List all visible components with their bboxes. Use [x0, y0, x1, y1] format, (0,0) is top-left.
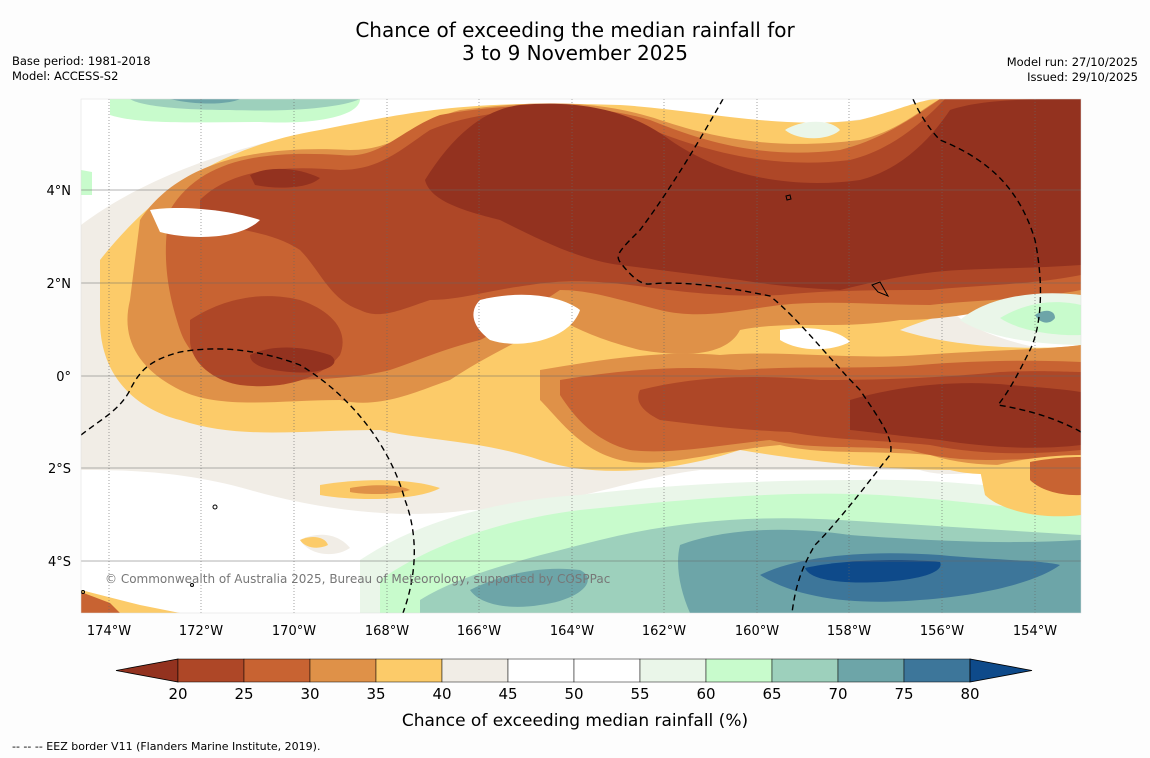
colorbar-label: Chance of exceeding median rainfall (%): [402, 711, 748, 731]
lon-label: 170°W: [272, 624, 316, 639]
colorbar-tick-label: 80: [960, 685, 979, 703]
islands: [81, 194, 890, 594]
contour-70-north: [170, 99, 240, 104]
colorbar-extend-low: [115, 658, 179, 683]
colorbar-swatch: [243, 658, 311, 683]
colorbar-swatch: [573, 658, 641, 683]
colorbar-tick-label: 60: [696, 685, 715, 703]
colorbar-tick-label: 45: [498, 685, 517, 703]
colorbar-tick-label: 55: [630, 685, 649, 703]
colorbar-swatch: [507, 658, 575, 683]
chart-title: Chance of exceeding the median rainfall …: [0, 19, 1150, 65]
lon-label: 166°W: [457, 624, 501, 639]
colorbar-extend-high: [969, 658, 1033, 683]
issued-date: Issued: 29/10/2025: [1027, 70, 1138, 84]
eez-footnote: -- -- -- EEZ border V11 (Flanders Marine…: [12, 740, 321, 753]
base-period: Base period: 1981-2018: [12, 54, 151, 68]
eez-borders: [81, 99, 1081, 613]
rainfall-map: © Commonwealth of Australia 2025, Bureau…: [81, 99, 1081, 613]
contour-20: [425, 99, 1081, 290]
lat-label: 0°: [56, 370, 71, 385]
colorbar: 20 25 30 35 40 45 50 55 60 65 70 75 80: [115, 658, 1033, 703]
contour-70-east: [1035, 310, 1055, 323]
meta-left: Base period: 1981-2018 Model: ACCESS-S2: [12, 54, 151, 84]
copyright-text: © Commonwealth of Australia 2025, Bureau…: [105, 572, 610, 586]
colorbar-tick-label: 20: [168, 685, 187, 703]
colorbar-tick-label: 30: [300, 685, 319, 703]
lat-label: 4°N: [47, 184, 72, 199]
contour-20-west: [250, 347, 335, 373]
lon-labels: 174°W 172°W 170°W 168°W 166°W 164°W 162°…: [87, 624, 1057, 639]
colorbar-swatch: [177, 658, 245, 683]
lon-label: 154°W: [1013, 624, 1057, 639]
contour-50-west: [150, 208, 260, 237]
colorbar-tick-label: 65: [762, 685, 781, 703]
colorbar-tick-label: 70: [828, 685, 847, 703]
colorbar-tick-label: 40: [432, 685, 451, 703]
model-run: Model run: 27/10/2025: [1006, 55, 1138, 69]
model-name: Model: ACCESS-S2: [12, 69, 119, 83]
contour-20-north: [250, 168, 320, 188]
contour-80: [805, 560, 941, 583]
map-frame: [80, 98, 1082, 614]
contour-55-ne: [785, 121, 840, 139]
contour-30-se: [1030, 457, 1081, 496]
colorbar-swatch: [771, 658, 839, 683]
contour-30-corner: [81, 592, 120, 613]
lat-label: 2°S: [48, 462, 71, 477]
lon-label: 174°W: [87, 624, 131, 639]
colorbar-swatch: [903, 658, 971, 683]
lon-label: 168°W: [365, 624, 409, 639]
contour-20-south: [850, 383, 1081, 448]
graticule-lat: [81, 189, 1081, 562]
title-line-2: 3 to 9 November 2025: [462, 41, 688, 65]
lon-label: 156°W: [920, 624, 964, 639]
colorbar-swatch: [705, 658, 773, 683]
colorbar-swatch: [441, 658, 509, 683]
colorbar-tick-label: 50: [564, 685, 583, 703]
colorbar-swatch: [309, 658, 377, 683]
lon-label: 158°W: [827, 624, 871, 639]
lat-labels: 4°N 2°N 0° 2°S 4°S: [47, 184, 72, 570]
contour-50-center: [473, 294, 580, 344]
title-line-1: Chance of exceeding the median rainfall …: [355, 18, 795, 42]
lon-label: 164°W: [550, 624, 594, 639]
contour-60-west: [81, 170, 92, 195]
colorbar-tick-label: 25: [234, 685, 253, 703]
lat-label: 2°N: [47, 277, 72, 292]
meta-right: Model run: 27/10/2025 Issued: 29/10/2025: [1007, 55, 1138, 85]
lon-label: 160°W: [735, 624, 779, 639]
colorbar-swatch: [837, 658, 905, 683]
lon-label: 172°W: [179, 624, 223, 639]
colorbar-tick-label: 75: [894, 685, 913, 703]
colorbar-swatch: [639, 658, 707, 683]
lat-label: 4°S: [48, 555, 71, 570]
contour-50-east: [780, 328, 850, 350]
colorbar-tick-label: 35: [366, 685, 385, 703]
contour-40-south-a: [300, 537, 328, 548]
contour-35-south-b: [350, 485, 410, 495]
lon-label: 162°W: [642, 624, 686, 639]
colorbar-swatch: [375, 658, 443, 683]
